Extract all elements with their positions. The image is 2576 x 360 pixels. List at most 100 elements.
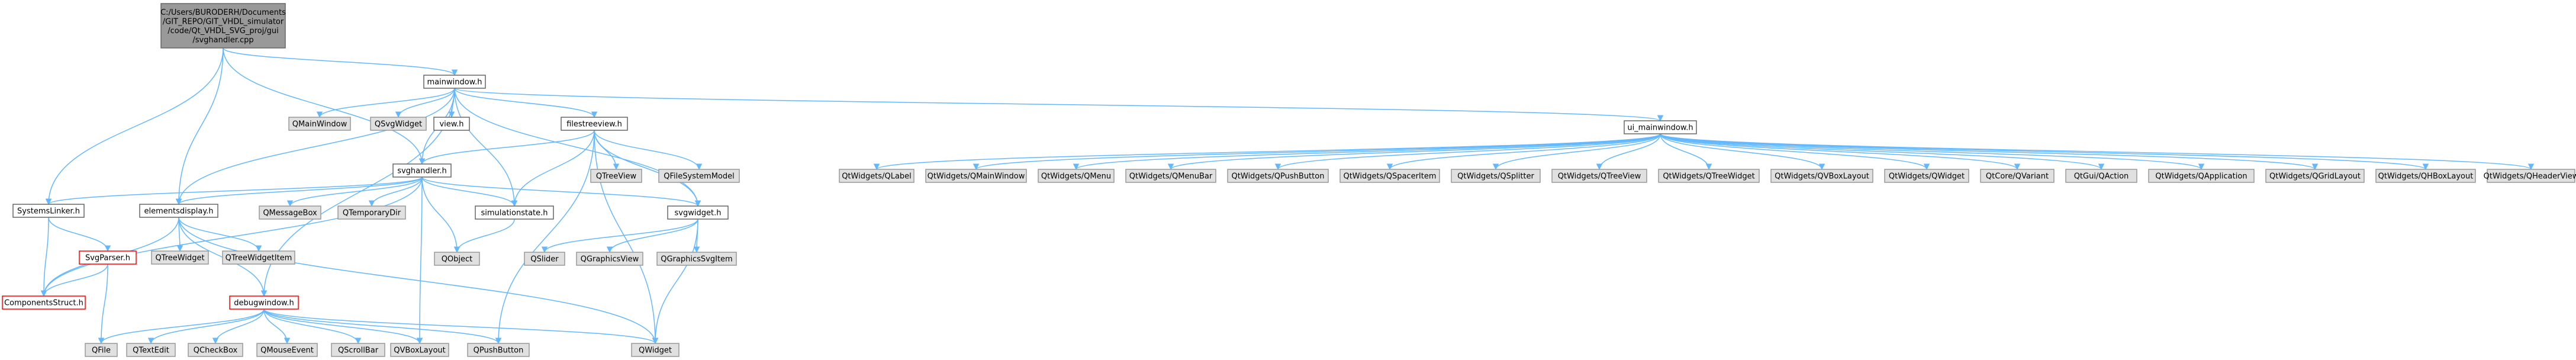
edge-ui_mainwindow_h-to-qw_qmenu — [1073, 133, 1661, 171]
node-box — [160, 3, 286, 49]
node-ui-mainwindow-h[interactable]: ui_mainwindow.h — [1624, 120, 1697, 134]
node-svghandler-h[interactable]: svghandler.h — [392, 163, 452, 178]
node-label: QSlider — [530, 255, 559, 264]
edge-ui_mainwindow_h-to-qw_qlabel — [874, 133, 1661, 171]
node-label: /code/Qt_VHDL_SVG_proj/gui — [168, 27, 278, 36]
edge-filestreeview_h-to-qwidget — [594, 130, 659, 345]
edge-ui_mainwindow_h-to-qw_qgridlayout — [1660, 133, 2318, 171]
edge-mainwindow_h-to-svgwidget_h — [454, 88, 701, 207]
node-qw-qwidget: QtWidgets/QWidget — [1884, 169, 1969, 183]
node-componentsstruct-h[interactable]: ComponentsStruct.h — [2, 295, 86, 310]
node-label: QtWidgets/QMenuBar — [1129, 172, 1213, 181]
node-label: QtWidgets/QLabel — [842, 172, 912, 181]
edge-svgwidget_h-to-qslider — [541, 218, 698, 253]
node-box — [467, 343, 530, 357]
node-qw-qmenubar: QtWidgets/QMenuBar — [1125, 169, 1216, 183]
node-label: QObject — [442, 255, 473, 264]
node-label: QTextEdit — [133, 346, 169, 355]
edge-ui_mainwindow_h-to-qw_qvboxlayout — [1660, 133, 1825, 171]
node-label: QFile — [92, 346, 111, 355]
node-box — [839, 169, 915, 183]
node-label: mainwindow.h — [427, 78, 482, 87]
node-root[interactable]: C:/Users/BURODERH/Documents/GIT_REPO/GIT… — [160, 3, 286, 49]
node-box — [1884, 169, 1969, 183]
node-qw-qmenu: QtWidgets/QMenu — [1038, 169, 1115, 183]
node-box — [1451, 169, 1541, 183]
edge-ui_mainwindow_h-to-qtcore_qvariant — [1660, 133, 2021, 171]
node-label: svgwidget.h — [675, 209, 722, 218]
edge-elementsdisplay_h-to-qwidget — [178, 217, 659, 345]
node-qw-qtreewidget: QtWidgets/QTreeWidget — [1658, 169, 1760, 183]
node-box — [288, 117, 351, 131]
node-svgparser-h[interactable]: SvgParser.h — [79, 250, 137, 265]
node-qslider: QSlider — [524, 252, 565, 266]
node-label: QtGui/QAction — [2074, 172, 2129, 181]
edge-elementsdisplay_h-to-qtreewidgetitem — [178, 217, 262, 252]
node-svgwidget-h[interactable]: svgwidget.h — [667, 205, 729, 220]
node-box — [139, 204, 218, 218]
node-elementsdisplay-h[interactable]: elementsdisplay.h — [139, 204, 218, 218]
node-qmouseevent: QMouseEvent — [256, 343, 318, 357]
edge-svghandler_h-to-systemslinker_h — [46, 176, 423, 205]
node-box — [337, 205, 406, 220]
node-box — [2065, 169, 2137, 183]
node-box — [1227, 169, 1329, 183]
node-qw-qspaceritem: QtWidgets/QSpacerItem — [1339, 169, 1440, 183]
node-debugwindow-h[interactable]: debugwindow.h — [229, 295, 299, 310]
node-label: C:/Users/BURODERH/Documents — [160, 8, 286, 17]
node-label: debugwindow.h — [234, 299, 294, 308]
edge-debugwindow_h-to-qpushbutton — [263, 308, 502, 345]
edge-filestreeview_h-to-svgwidget_h — [594, 130, 701, 207]
node-label: simulationstate.h — [481, 209, 548, 218]
node-view-h[interactable]: view.h — [433, 117, 470, 131]
edge-filestreeview_h-to-svghandler_h — [418, 130, 595, 165]
node-qtreeview: QTreeView — [590, 169, 642, 183]
edge-svgwidget_h-to-qwidget — [652, 218, 698, 345]
node-box — [331, 343, 385, 357]
node-qw-qgridlayout: QtWidgets/QGridLayout — [2265, 169, 2365, 183]
node-label: QFileSystemModel — [664, 172, 735, 181]
edge-svghandler_h-to-qmessagebox — [286, 176, 423, 207]
edge-svghandler_h-to-elementsdisplay_h — [175, 176, 423, 205]
edge-svgparser_h-to-qfile — [98, 263, 108, 345]
edge-ui_mainwindow_h-to-qw_qpushbutton — [1274, 133, 1661, 171]
node-filestreeview-h[interactable]: filestreeview.h — [561, 117, 628, 131]
node-simulationstate-h[interactable]: simulationstate.h — [475, 205, 554, 220]
node-qpushbutton: QPushButton — [467, 343, 530, 357]
node-label: view.h — [439, 120, 463, 129]
node-mainwindow-h[interactable]: mainwindow.h — [423, 75, 486, 89]
node-label: QVBoxLayout — [394, 346, 445, 355]
edge-ui_mainwindow_h-to-qw_qhboxlayout — [1660, 133, 2429, 171]
node-qw-qlabel: QtWidgets/QLabel — [839, 169, 915, 183]
node-label: QTreeWidget — [155, 254, 204, 263]
edge-mainwindow_h-to-ui_mainwindow_h — [454, 88, 1663, 122]
node-label: QtWidgets/QSpacerItem — [1343, 172, 1436, 181]
node-box — [2265, 169, 2365, 183]
edge-root-to-elementsdisplay_h — [175, 47, 224, 205]
node-box — [576, 252, 643, 266]
edge-ui_mainwindow_h-to-qw_qsplitter — [1492, 133, 1661, 171]
node-qw-qpushbutton: QtWidgets/QPushButton — [1227, 169, 1329, 183]
node-box — [434, 252, 480, 266]
node-qtemporarydir: QTemporaryDir — [337, 205, 406, 220]
node-label: QPushButton — [474, 346, 524, 355]
node-qmainwindow: QMainWindow — [288, 117, 351, 131]
dependency-nodes: C:/Users/BURODERH/Documents/GIT_REPO/GIT… — [2, 3, 2576, 357]
node-box — [667, 205, 729, 220]
edge-systemslinker_h-to-componentsstruct_h — [40, 217, 49, 297]
node-qtgui-qaction: QtGui/QAction — [2065, 169, 2137, 183]
node-qobject: QObject — [434, 252, 480, 266]
edge-ui_mainwindow_h-to-qw_qapplication — [1660, 133, 2204, 171]
node-label: QMainWindow — [292, 120, 347, 129]
node-box — [656, 252, 737, 266]
node-label: QTreeView — [596, 172, 637, 181]
node-systemslinker-h[interactable]: SystemsLinker.h — [12, 204, 85, 218]
node-box — [229, 295, 299, 310]
node-label: QtWidgets/QGridLayout — [2269, 172, 2361, 181]
node-box — [2148, 169, 2255, 183]
edge-debugwindow_h-to-qtextedit — [147, 308, 265, 345]
edge-root-to-mainwindow_h — [223, 47, 458, 76]
edge-filestreeview_h-to-simulationstate_h — [511, 130, 595, 207]
node-label: QtWidgets/QHeaderView — [2484, 172, 2576, 181]
